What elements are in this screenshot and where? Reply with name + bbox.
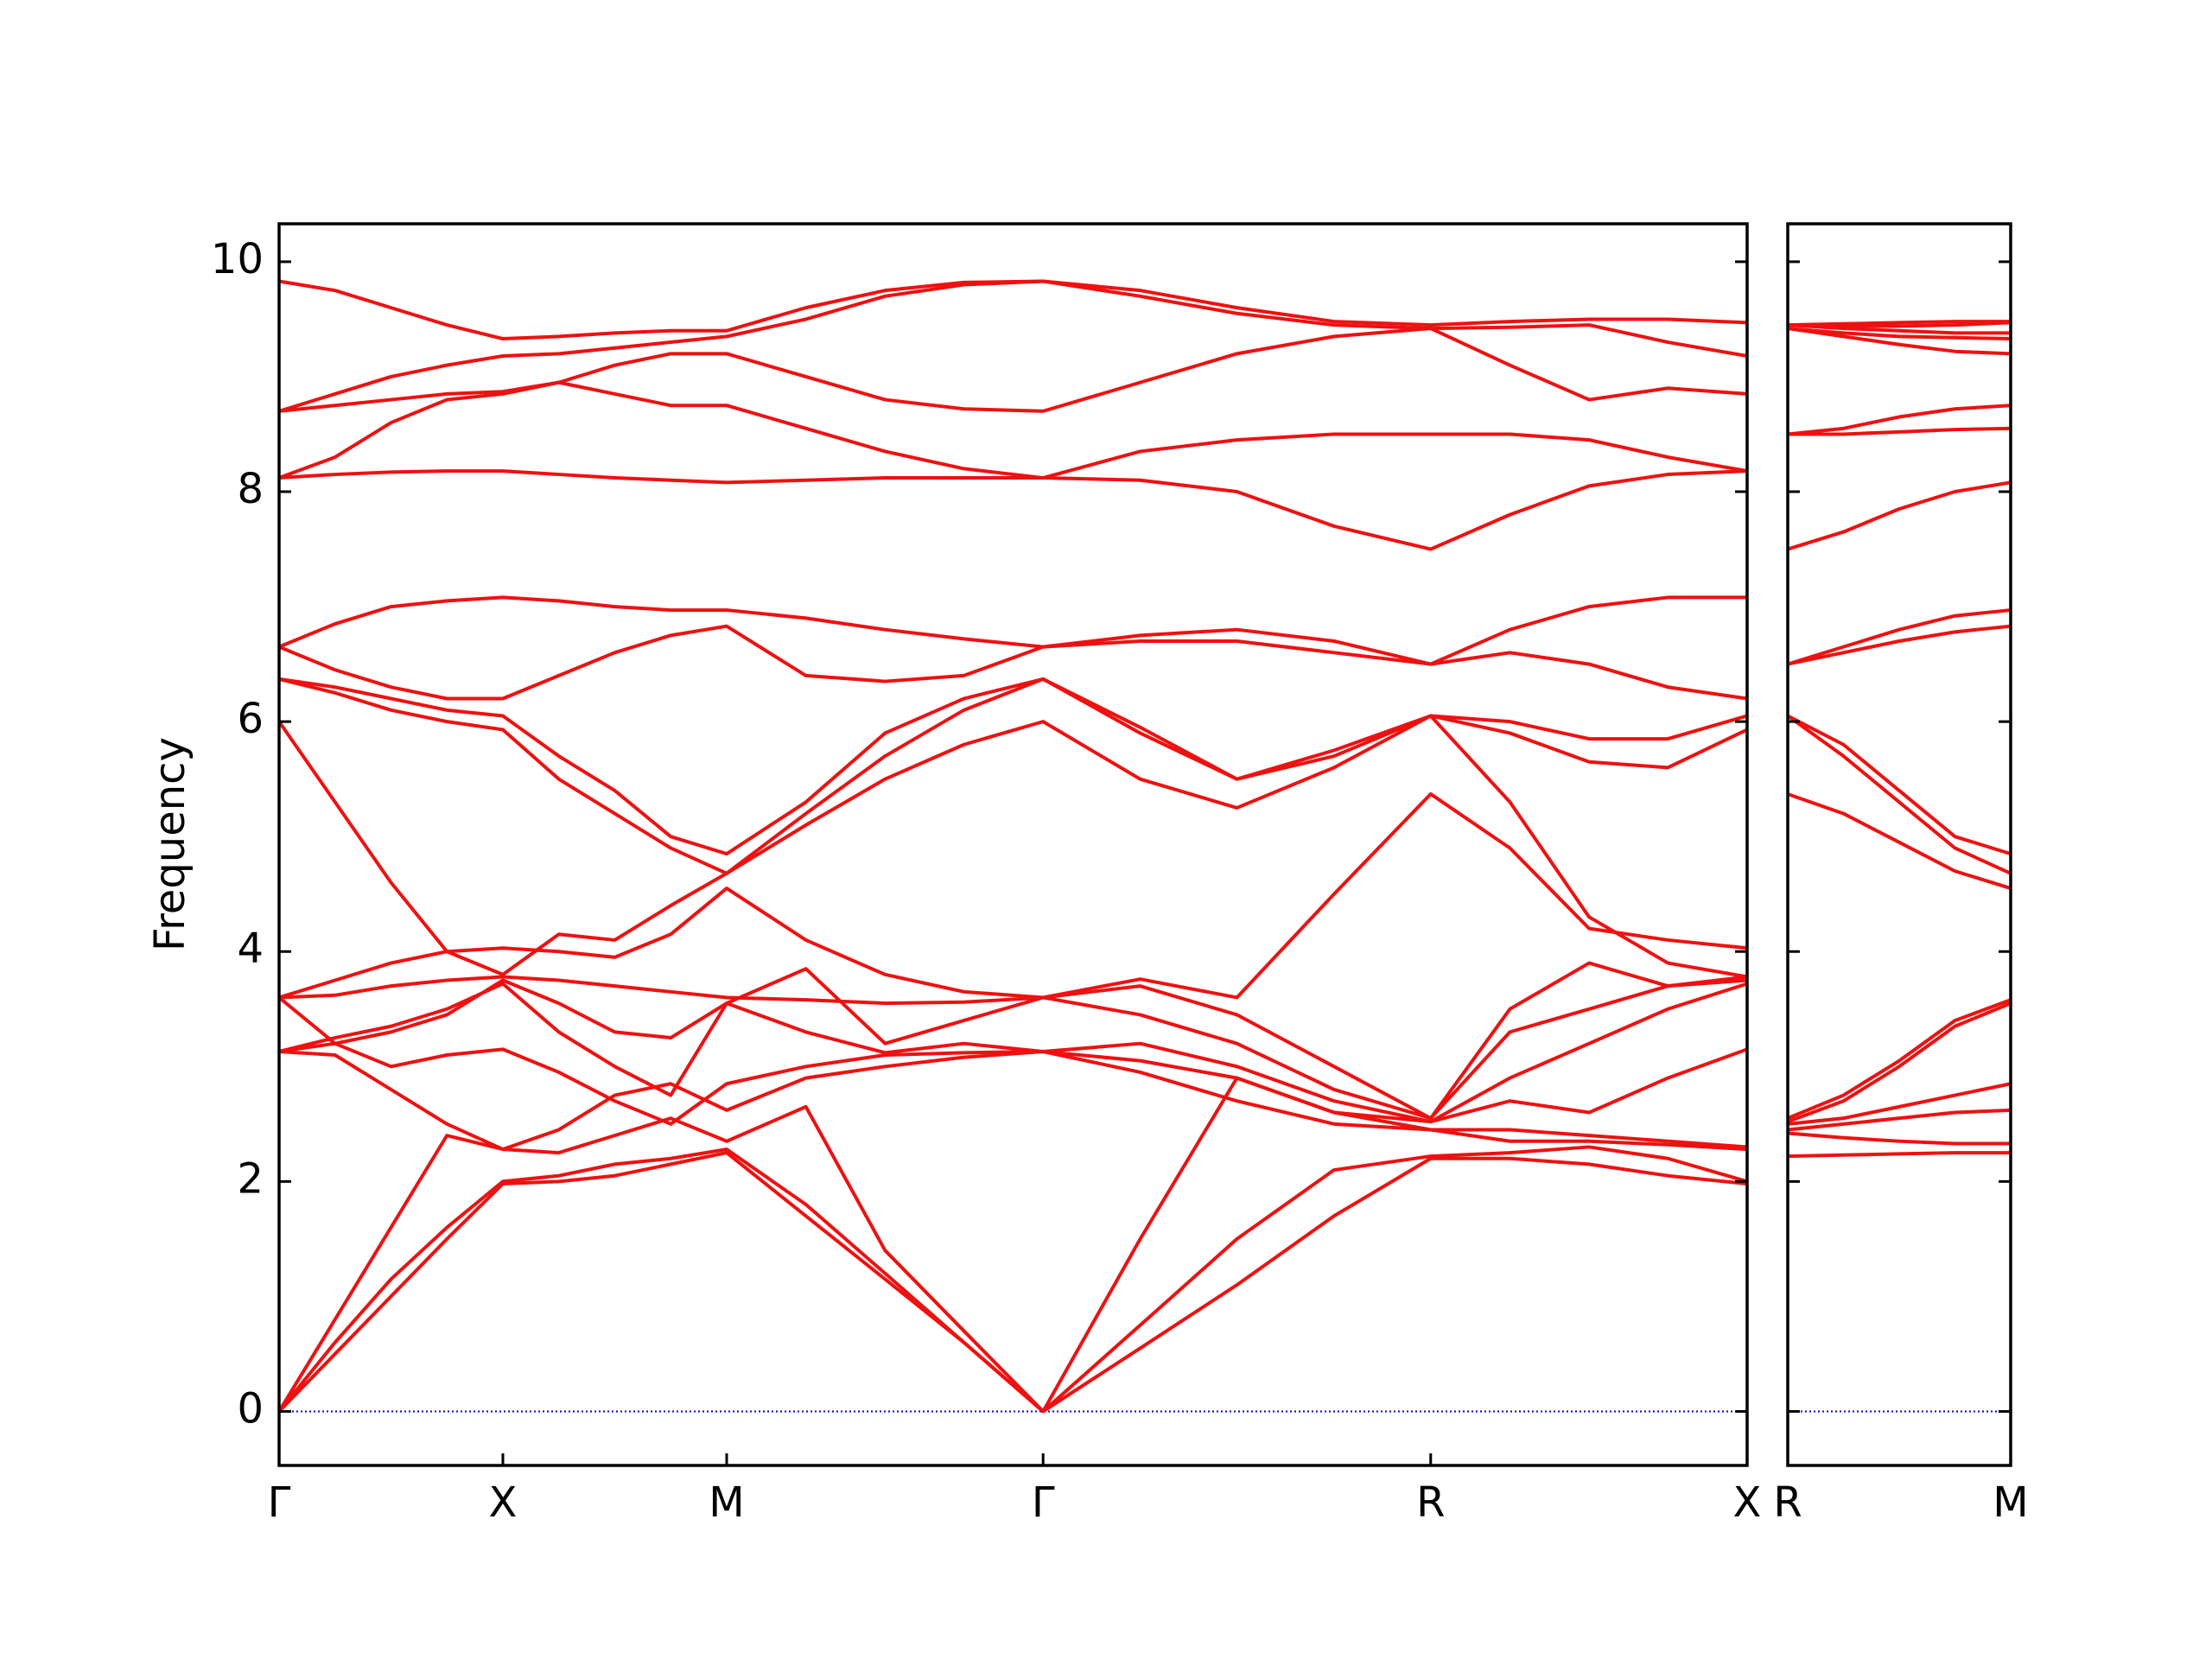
band-line xyxy=(1787,608,2012,666)
band-line xyxy=(278,982,1748,1124)
band-line xyxy=(278,1041,1748,1126)
y-axis-label: Frequency xyxy=(146,737,194,951)
band-line xyxy=(278,380,1748,480)
band-line xyxy=(1787,480,2012,551)
y-tick-label: 10 xyxy=(211,235,264,283)
band-line xyxy=(277,1145,1748,1414)
x-tick-label: M xyxy=(1993,1478,2028,1527)
band-line xyxy=(278,595,1747,666)
x-tick-label: Γ xyxy=(268,1478,291,1527)
band-line xyxy=(1787,1151,2011,1159)
band-line xyxy=(1788,426,2012,436)
band-line xyxy=(1787,1001,2012,1124)
band-line xyxy=(1787,327,2012,341)
x-tick-label: R xyxy=(1416,1478,1445,1527)
y-tick-label: 2 xyxy=(237,1154,264,1203)
y-tick-label: 0 xyxy=(237,1384,264,1433)
band-line xyxy=(1787,1082,2012,1126)
x-tick-label: M xyxy=(709,1478,744,1527)
band-line xyxy=(1787,792,2012,890)
band-line xyxy=(278,1050,1748,1152)
band-line xyxy=(278,327,1748,413)
band-line xyxy=(1787,404,2012,436)
band-line xyxy=(278,677,1748,856)
x-tick-label: X xyxy=(489,1478,518,1527)
band-line xyxy=(1787,998,2012,1121)
y-tick-label: 4 xyxy=(237,925,264,973)
x-tick-label: R xyxy=(1773,1478,1802,1527)
band-line xyxy=(277,967,1748,1121)
band-line xyxy=(1787,320,2011,327)
plot-frame xyxy=(1786,222,2012,1467)
band-line xyxy=(1787,327,2012,356)
band-line xyxy=(278,791,1748,1000)
x-tick-label: X xyxy=(1733,1478,1762,1527)
band-line xyxy=(1786,714,2012,875)
plot-frame xyxy=(277,222,1749,1467)
band-line xyxy=(278,469,1748,551)
x-tick-label: Γ xyxy=(1032,1478,1055,1527)
band-line xyxy=(278,624,1748,701)
y-tick-label: 8 xyxy=(237,465,264,513)
band-line xyxy=(1787,1131,2011,1146)
band-line xyxy=(277,1076,1748,1414)
band-line xyxy=(1787,1108,2012,1132)
band-line xyxy=(278,677,1748,875)
band-line xyxy=(278,961,1748,1121)
band-line xyxy=(278,279,1748,413)
band-line xyxy=(277,714,1748,979)
band-line xyxy=(1787,624,2012,666)
y-tick-label: 6 xyxy=(237,695,264,743)
band-line xyxy=(278,279,1748,341)
band-line xyxy=(277,1151,1748,1414)
band-line xyxy=(1787,714,2012,856)
